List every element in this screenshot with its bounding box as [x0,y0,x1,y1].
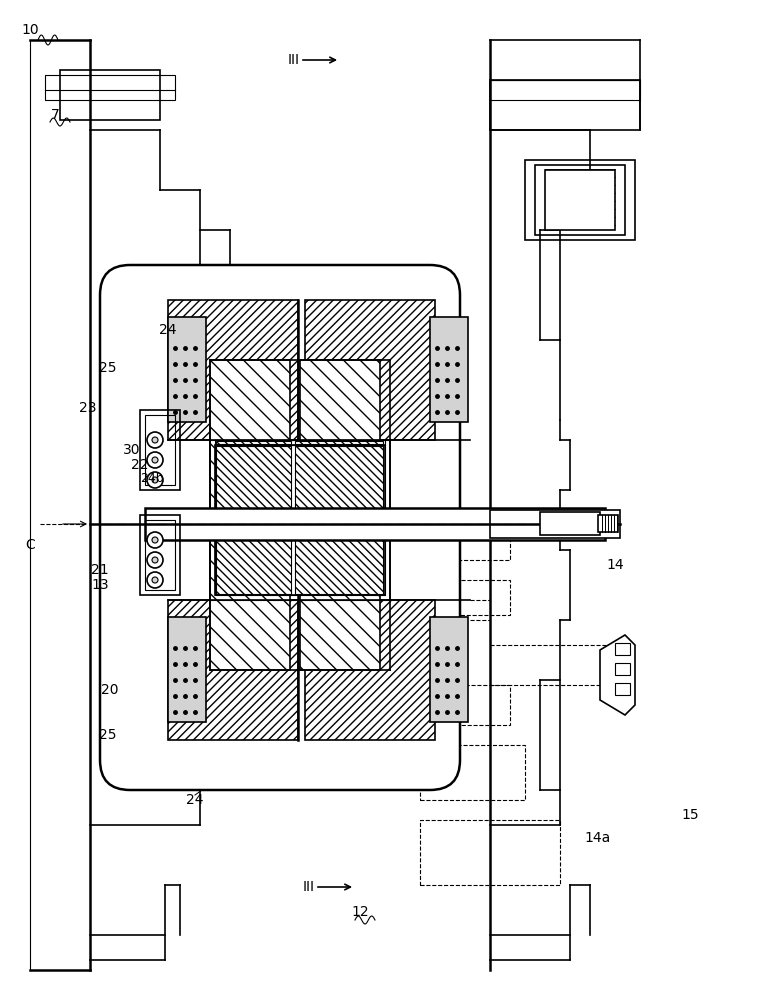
Bar [215,440,385,445]
Text: 14a: 14a [585,831,611,845]
Bar [430,317,468,422]
Bar [440,535,510,560]
Bar [215,445,385,595]
Bar [295,441,383,444]
Bar [615,663,630,675]
Bar [300,360,380,670]
Bar [168,600,298,740]
Text: 15: 15 [681,808,698,822]
Bar [598,515,618,532]
Text: 7: 7 [51,108,59,122]
Text: 24: 24 [186,793,204,807]
Bar [45,75,175,100]
Bar [168,617,206,722]
Circle shape [152,477,158,483]
Bar [305,600,435,740]
Bar [490,510,620,538]
Circle shape [152,437,158,443]
Bar [168,300,298,440]
Bar [540,512,600,535]
Text: 25: 25 [100,361,117,375]
FancyBboxPatch shape [100,265,460,790]
Bar [145,520,175,590]
Bar [140,410,180,490]
Bar [490,80,640,100]
Text: 24b: 24b [140,472,164,485]
Text: 30: 30 [123,443,141,457]
Text: 12: 12 [351,905,369,919]
Bar [60,70,160,120]
Bar [490,80,640,130]
Circle shape [152,537,158,543]
Circle shape [147,532,163,548]
Circle shape [147,572,163,588]
Bar [140,515,180,595]
Bar [430,617,468,722]
Text: III: III [288,53,300,67]
Bar [215,445,385,595]
Bar [295,446,383,594]
Bar [535,165,625,235]
Circle shape [147,432,163,448]
Bar [168,317,206,422]
Polygon shape [600,635,635,715]
Bar [420,745,525,800]
Bar [525,160,635,240]
Bar [216,446,291,594]
Text: 13: 13 [91,578,109,592]
Bar [615,683,630,695]
Circle shape [147,472,163,488]
Text: 20: 20 [101,683,119,697]
Text: C: C [25,538,35,552]
Text: 22: 22 [131,458,149,472]
Bar [145,415,175,485]
Bar [420,820,560,885]
Text: 10: 10 [21,23,39,37]
Bar [425,580,510,615]
Circle shape [147,552,163,568]
Bar [420,685,510,725]
Text: 24: 24 [160,323,177,337]
Text: 21: 21 [91,563,109,577]
Bar [216,441,291,444]
Text: 25: 25 [100,728,117,742]
Circle shape [147,452,163,468]
Circle shape [152,557,158,563]
Text: 14: 14 [606,558,624,572]
Circle shape [152,457,158,463]
Text: 23: 23 [79,401,97,415]
Bar [305,300,435,440]
Circle shape [152,577,158,583]
Bar [210,360,290,670]
Text: III: III [303,880,315,894]
Bar [615,643,630,655]
Bar [145,508,605,540]
Bar [545,170,615,230]
